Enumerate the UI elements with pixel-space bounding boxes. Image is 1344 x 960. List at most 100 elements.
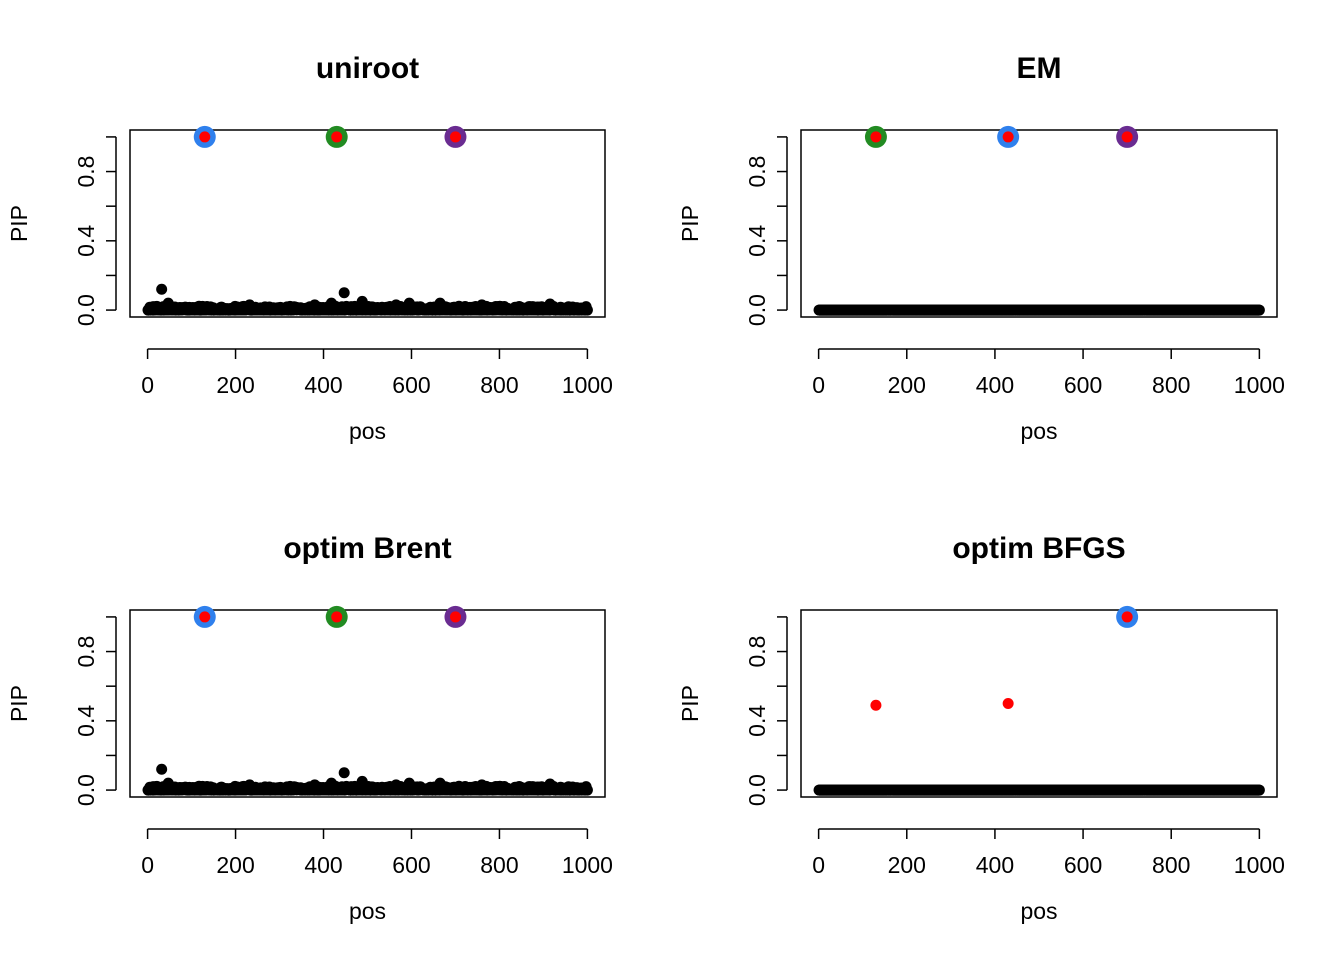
x-axis-label: pos (1020, 898, 1057, 924)
x-axis-label: pos (1020, 418, 1057, 444)
x-tick-label: 0 (141, 852, 154, 878)
highlight-point (1121, 131, 1133, 143)
y-tick-label: 0.0 (744, 294, 770, 326)
panel-4: optim BFGS 0 200 400 600 800 1000 pos 0.0 0.4 0.8 P… (677, 532, 1285, 924)
highlight-point (870, 699, 882, 711)
plot-frame (800, 609, 1278, 798)
background-points (813, 784, 1265, 796)
data-point (544, 778, 556, 790)
data-point (356, 295, 368, 307)
y-tick-label: 0.0 (73, 294, 99, 326)
y-axis-label: PIP (677, 205, 703, 242)
data-point (1253, 304, 1265, 316)
data-point (434, 777, 446, 789)
highlight-point (199, 611, 211, 623)
y-tick-label: 0.8 (73, 156, 99, 188)
y-tick-label: 0.8 (744, 156, 770, 188)
data-point (434, 297, 446, 309)
highlight-point (1002, 131, 1014, 143)
y-tick-label: 0.8 (744, 636, 770, 668)
background-points (142, 763, 593, 796)
panel-1: uniroot 0 200 400 600 800 1000 pos 0.0 0.4 0.8 PIP (6, 52, 613, 444)
x-tick-label: 0 (141, 372, 154, 398)
x-tick-label: 400 (304, 852, 342, 878)
data-point (1253, 784, 1265, 796)
data-point (403, 777, 415, 789)
x-tick-label: 600 (392, 852, 430, 878)
y-tick-label: 0.4 (73, 225, 99, 257)
x-tick-label: 800 (480, 372, 518, 398)
x-tick-label: 0 (812, 852, 825, 878)
y-tick-label: 0.4 (73, 705, 99, 737)
x-tick-label: 1000 (1234, 852, 1285, 878)
y-tick-label: 0.0 (73, 774, 99, 806)
panel-2: EM 0 200 400 600 800 1000 pos 0.0 0.4 0.8 PIP (677, 52, 1285, 444)
highlight-point (331, 611, 343, 623)
data-point (156, 283, 168, 295)
data-point (581, 304, 593, 316)
data-point (544, 298, 556, 310)
data-point (581, 784, 593, 796)
data-point (162, 297, 174, 309)
x-tick-label: 1000 (562, 852, 613, 878)
chart-title: optim Brent (283, 532, 451, 565)
data-point (325, 297, 337, 309)
highlight-point (1002, 698, 1014, 709)
chart-title: uniroot (316, 52, 419, 85)
highlight-point (331, 131, 343, 143)
plot-frame (800, 129, 1278, 318)
x-axis-label: pos (349, 418, 386, 444)
x-tick-label: 600 (392, 372, 430, 398)
panel-3: optim Brent 0 200 400 600 800 1000 pos 0.0 0.4 0.8… (6, 532, 613, 924)
data-point (309, 779, 321, 791)
data-point (476, 299, 488, 311)
x-tick-label: 200 (888, 852, 926, 878)
y-axis-label: PIP (6, 685, 32, 722)
x-tick-label: 200 (216, 852, 254, 878)
chart-title: optim BFGS (952, 532, 1125, 565)
x-tick-label: 400 (976, 852, 1014, 878)
data-point (244, 779, 256, 791)
background-points (813, 304, 1265, 316)
y-tick-label: 0.8 (73, 636, 99, 668)
data-point (162, 777, 174, 789)
x-tick-label: 1000 (1234, 372, 1285, 398)
x-tick-label: 400 (976, 372, 1014, 398)
data-point (403, 297, 415, 309)
x-tick-label: 200 (216, 372, 254, 398)
highlight-point (870, 131, 882, 143)
data-point (244, 299, 256, 311)
x-tick-label: 0 (812, 372, 825, 398)
plot-frame (129, 609, 606, 798)
y-tick-label: 0.4 (744, 705, 770, 737)
y-tick-label: 0.0 (744, 774, 770, 806)
data-point (390, 299, 402, 311)
highlight-point (449, 611, 461, 623)
x-tick-label: 800 (1152, 372, 1190, 398)
x-tick-label: 200 (888, 372, 926, 398)
data-point (338, 287, 350, 299)
x-tick-label: 600 (1064, 372, 1102, 398)
data-point (390, 779, 402, 791)
x-axis-label: pos (349, 898, 386, 924)
y-axis-label: PIP (677, 685, 703, 722)
data-point (476, 779, 488, 791)
data-point (356, 775, 368, 787)
highlight-point (449, 131, 461, 143)
y-tick-label: 0.4 (744, 225, 770, 257)
data-point (156, 763, 168, 775)
data-point (338, 767, 350, 779)
chart-title: EM (1017, 52, 1062, 85)
x-tick-label: 400 (304, 372, 342, 398)
x-tick-label: 800 (1152, 852, 1190, 878)
x-tick-label: 1000 (562, 372, 613, 398)
plot-frame (129, 129, 606, 318)
x-tick-label: 800 (480, 852, 518, 878)
highlight-point (199, 131, 211, 143)
highlight-point (1121, 611, 1133, 623)
x-tick-label: 600 (1064, 852, 1102, 878)
data-point (309, 299, 321, 311)
y-axis-label: PIP (6, 205, 32, 242)
background-points (142, 283, 593, 316)
